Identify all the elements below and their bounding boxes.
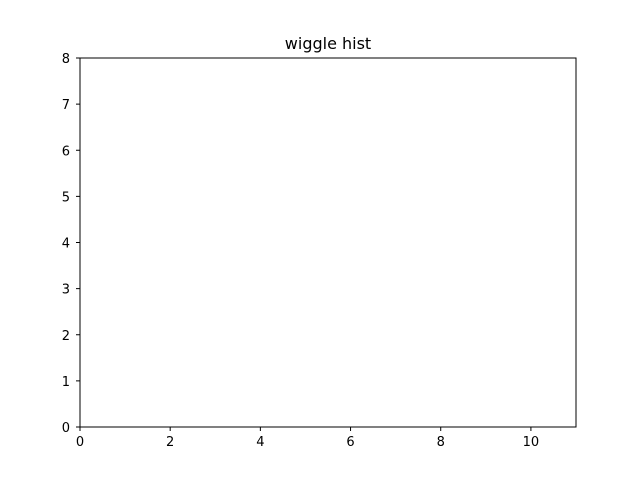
y-tick-label: 8 bbox=[62, 52, 70, 67]
y-tick-label: 6 bbox=[62, 144, 70, 159]
y-tick-label: 5 bbox=[62, 190, 70, 205]
plot-area-frame bbox=[79, 57, 577, 428]
x-tick-label: 8 bbox=[437, 435, 445, 450]
chart-title: wiggle hist bbox=[285, 34, 371, 53]
y-tick-label: 3 bbox=[62, 283, 70, 298]
x-tick-label: 0 bbox=[76, 435, 84, 450]
x-tick-label: 10 bbox=[523, 435, 540, 450]
x-tick-label: 2 bbox=[166, 435, 174, 450]
y-tick-label: 7 bbox=[62, 98, 70, 113]
y-tick-label: 2 bbox=[62, 329, 70, 344]
x-tick-label: 4 bbox=[256, 435, 264, 450]
x-axis: 0 2 4 6 8 10 bbox=[76, 427, 539, 450]
x-tick-label: 6 bbox=[346, 435, 354, 450]
y-tick-label: 1 bbox=[62, 375, 70, 390]
y-tick-label: 0 bbox=[62, 421, 70, 436]
y-axis: 0 1 2 3 4 5 6 7 8 bbox=[62, 52, 80, 436]
y-tick-label: 4 bbox=[62, 237, 70, 252]
